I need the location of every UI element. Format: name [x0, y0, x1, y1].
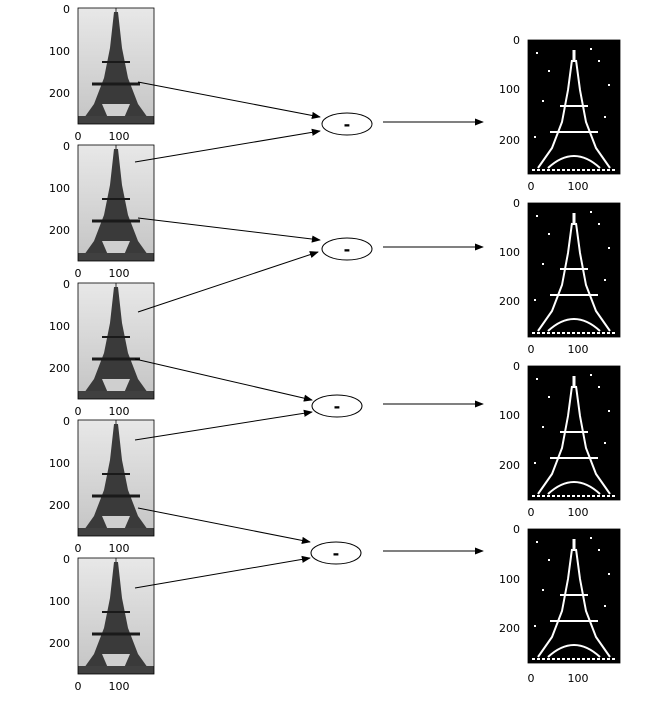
xtick-label: 0: [75, 680, 82, 693]
arrow: [134, 555, 311, 589]
ytick-label: 200: [499, 134, 520, 147]
subtract-node-1: -: [321, 112, 373, 136]
xtick-label: 0: [75, 405, 82, 418]
output-panel-1: 0 100 200 0 100: [499, 34, 622, 193]
ytick-label: 100: [499, 409, 520, 422]
ytick-label: 200: [499, 622, 520, 635]
tower-photo-image: [76, 143, 156, 263]
tower-photo-image: [76, 6, 156, 126]
input-panel-1: 0 100 200 0 100: [49, 3, 156, 143]
xtick-label: 0: [75, 267, 82, 280]
ytick-label: 200: [499, 459, 520, 472]
xtick-label: 100: [109, 267, 130, 280]
subtract-node-3: -: [311, 394, 363, 418]
ytick-label: 200: [499, 295, 520, 308]
arrow: [137, 81, 321, 120]
subtract-node-2: -: [321, 237, 373, 261]
subtract-node-4: -: [310, 541, 362, 565]
xtick-label: 0: [75, 130, 82, 143]
ytick-label: 0: [63, 553, 70, 566]
xtick-label: 100: [109, 680, 130, 693]
ytick-label: 0: [63, 415, 70, 428]
xtick-label: 100: [568, 343, 589, 356]
arrow: [137, 507, 311, 544]
xtick-label: 100: [568, 672, 589, 685]
ytick-label: 0: [513, 360, 520, 373]
ytick-label: 100: [49, 45, 70, 58]
ytick-label: 100: [499, 83, 520, 96]
xtick-label: 100: [568, 180, 589, 193]
minus-operator: -: [333, 544, 340, 563]
ytick-label: 200: [49, 87, 70, 100]
input-panel-2: 0 100 200 0 100: [49, 140, 156, 280]
input-panel-5: 0 100 200 0 100: [49, 553, 156, 693]
tower-photo-image: [76, 281, 156, 401]
edge-map-image: [526, 364, 622, 502]
input-arrows: [134, 81, 321, 589]
ytick-label: 100: [499, 573, 520, 586]
ytick-label: 0: [63, 3, 70, 16]
ytick-label: 100: [499, 246, 520, 259]
input-panel-4: 0 100 200 0 100: [49, 415, 156, 555]
input-panel-3: 0 100 200 0 100: [49, 278, 156, 418]
xtick-label: 0: [528, 180, 535, 193]
ytick-label: 100: [49, 320, 70, 333]
ytick-label: 100: [49, 457, 70, 470]
minus-operator: -: [344, 115, 351, 134]
minus-operator: -: [334, 397, 341, 416]
edge-map-image: [526, 201, 622, 339]
arrow: [134, 409, 313, 441]
output-panel-3: 0 100 200 0 100: [499, 360, 622, 519]
ytick-label: 200: [49, 499, 70, 512]
arrow: [137, 217, 321, 243]
ytick-label: 0: [513, 197, 520, 210]
ytick-label: 0: [63, 140, 70, 153]
xtick-label: 100: [568, 506, 589, 519]
xtick-label: 0: [75, 542, 82, 555]
output-panel-2: 0 100 200 0 100: [499, 197, 622, 356]
xtick-label: 0: [528, 672, 535, 685]
xtick-label: 100: [109, 405, 130, 418]
minus-operator: -: [344, 240, 351, 259]
arrow: [134, 128, 321, 163]
edge-map-image: [526, 527, 622, 665]
xtick-label: 0: [528, 343, 535, 356]
output-panel-4: 0 100 200 0 100: [499, 523, 622, 685]
edge-map-image: [526, 38, 622, 176]
xtick-label: 100: [109, 542, 130, 555]
ytick-label: 200: [49, 637, 70, 650]
xtick-label: 0: [528, 506, 535, 519]
tower-photo-image: [76, 556, 156, 676]
ytick-label: 200: [49, 362, 70, 375]
arrow: [134, 358, 313, 402]
arrow: [137, 251, 319, 313]
ytick-label: 100: [49, 595, 70, 608]
xtick-label: 100: [109, 130, 130, 143]
ytick-label: 100: [49, 182, 70, 195]
ytick-label: 0: [513, 34, 520, 47]
ytick-label: 200: [49, 224, 70, 237]
ytick-label: 0: [513, 523, 520, 536]
output-arrows: [383, 118, 484, 555]
ytick-label: 0: [63, 278, 70, 291]
tower-photo-image: [76, 418, 156, 538]
